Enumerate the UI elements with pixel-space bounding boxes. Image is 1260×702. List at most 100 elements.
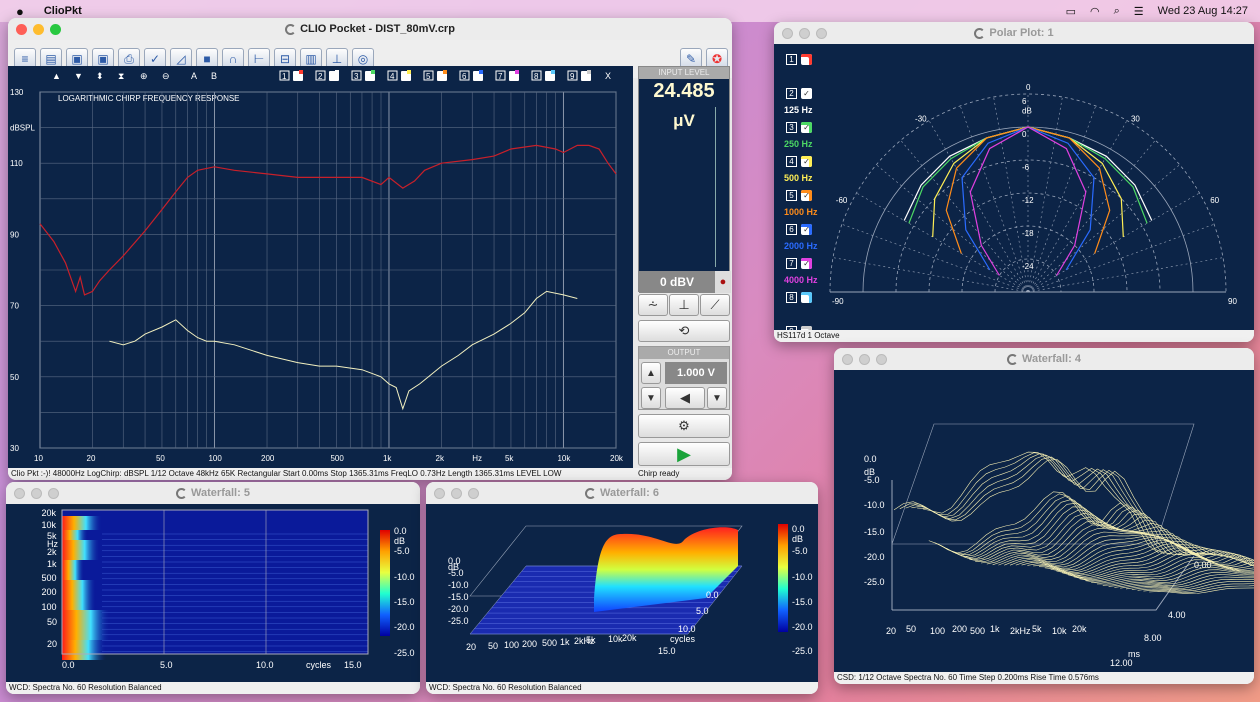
zoom-button[interactable] bbox=[48, 488, 59, 499]
x-tick-1k: 1k bbox=[383, 454, 392, 463]
csd-waterfall-plot[interactable]: 0.0 dB -5.0 -10.0 -15.0 -20.0 -25.0 20 50 100 200 5… bbox=[834, 370, 1254, 672]
frequency-response-plot[interactable]: ▲ ▼ ⬍ ⧗ ⊕ ⊖ A B 1 2 3 4 5 6 7 8 9 X LOGARITHMIC CHIRP FREQ… bbox=[8, 66, 633, 468]
close-button[interactable] bbox=[782, 28, 793, 39]
channel-4-color bbox=[407, 70, 411, 74]
zoom-button[interactable] bbox=[816, 28, 827, 39]
dbv-display[interactable]: 0 dBV bbox=[639, 271, 715, 293]
wf5-y-tick-1: 10k bbox=[42, 520, 57, 530]
minimize-button[interactable] bbox=[451, 488, 462, 499]
spectrum-icon[interactable]: ▥ bbox=[300, 48, 322, 70]
search-icon[interactable]: ⌕ bbox=[1113, 4, 1120, 17]
series-checkbox[interactable]: ✓ bbox=[801, 122, 812, 133]
polar-plot[interactable]: -90 -60 -30 0 30 60 90 6 dB 0 -6 -12 -18 -24 1 2 ✓ 125 H… bbox=[774, 44, 1254, 337]
apple-icon[interactable]: ● bbox=[16, 3, 24, 19]
polar-series-5[interactable]: 5 ✓ bbox=[786, 190, 812, 201]
polar-series-3[interactable]: 3 ✓ bbox=[786, 122, 812, 133]
wf4-slice-36 bbox=[1102, 569, 1254, 586]
series-checkbox[interactable]: ✓ bbox=[801, 190, 812, 201]
wcd-map-plot[interactable]: 20k 10k 5k Hz 2k 1k 500 200 100 50 20 0.0 5.0 10.0 cyc… bbox=[6, 504, 420, 682]
wf4-slice-18 bbox=[998, 531, 1229, 566]
wf6-x-tick-20k: 20k bbox=[622, 633, 637, 643]
loop-button[interactable]: ⟲ bbox=[638, 320, 730, 342]
polar-angle--30: -30 bbox=[915, 115, 927, 124]
wf5-y-tick-6: 500 bbox=[42, 573, 57, 583]
wifi-icon[interactable]: ◠ bbox=[1090, 5, 1100, 18]
polar-angle--90: -90 bbox=[832, 297, 844, 306]
wf4-floor bbox=[892, 555, 1195, 611]
series-checkbox[interactable] bbox=[801, 54, 812, 65]
wf5-titlebar[interactable]: Waterfall: 5 bbox=[6, 482, 420, 504]
polar-series-2[interactable]: 2 ✓ bbox=[786, 88, 812, 99]
record-indicator[interactable]: ● bbox=[715, 271, 731, 293]
y-tick-130: 130 bbox=[10, 88, 24, 97]
series-number: 8 bbox=[786, 292, 797, 303]
channel-7-box bbox=[495, 70, 506, 81]
wf5-x-tick-1: 5.0 bbox=[160, 660, 173, 670]
wf4-slice-31 bbox=[1073, 556, 1254, 581]
wf4-slice-29 bbox=[1062, 551, 1254, 578]
wf4-slice-35 bbox=[1097, 566, 1254, 585]
wf4-z-tick-3: ms bbox=[1128, 649, 1140, 659]
plot-tool-2-icon: ⬍ bbox=[96, 71, 104, 81]
control-center-icon[interactable]: ☰ bbox=[1133, 5, 1144, 18]
settings-button[interactable]: ⚙ bbox=[638, 414, 730, 438]
close-button[interactable] bbox=[434, 488, 445, 499]
clock[interactable]: Wed 23 Aug 14:27 bbox=[1157, 5, 1248, 17]
series-checkbox[interactable] bbox=[801, 292, 812, 303]
series-checkbox[interactable]: ✓ bbox=[801, 88, 812, 99]
y-unit-label: dBSPL bbox=[10, 124, 35, 133]
app-menu-name[interactable]: ClioPkt bbox=[43, 5, 82, 17]
polar-series-1[interactable]: 1 bbox=[786, 54, 812, 65]
polar-series-7[interactable]: 7 ✓ bbox=[786, 258, 812, 269]
series-checkbox[interactable]: ✓ bbox=[801, 258, 812, 269]
series-checkbox[interactable]: ✓ bbox=[801, 224, 812, 235]
polar-titlebar[interactable]: Polar Plot: 1 bbox=[774, 22, 1254, 44]
impulse-button[interactable]: ⊥ bbox=[669, 294, 699, 316]
zoom-button[interactable] bbox=[876, 354, 887, 365]
play-button[interactable]: ▶ bbox=[638, 442, 730, 466]
wf6-scale-3: -10.0 bbox=[792, 572, 813, 582]
output-menu-button[interactable]: ▼ bbox=[707, 387, 727, 409]
polar-series-4[interactable]: 4 ✓ bbox=[786, 156, 812, 167]
minimize-button[interactable] bbox=[859, 354, 870, 365]
wf6-y-tick-3: -10.0 bbox=[448, 580, 469, 590]
close-button[interactable] bbox=[14, 488, 25, 499]
main-status-bar: Clio Pkt :-)! 48000Hz LogChirp: dBSPL 1/… bbox=[8, 468, 732, 480]
channel-1-number: 1 bbox=[282, 72, 287, 81]
display-icon[interactable]: ▭ bbox=[1065, 5, 1077, 18]
zoom-button[interactable] bbox=[468, 488, 479, 499]
polar-series-6[interactable]: 6 ✓ bbox=[786, 224, 812, 235]
wcd-3d-plot[interactable]: 0.0 dB -5.0 -10.0 -15.0 -20.0 -25.0 20 50 100 200 5… bbox=[426, 504, 818, 682]
output-up-button[interactable]: ▲ bbox=[641, 362, 661, 384]
wf4-x-tick-500: 500 bbox=[970, 626, 985, 636]
meter-button[interactable]: ⟋ bbox=[700, 294, 730, 316]
wf4-titlebar[interactable]: Waterfall: 4 bbox=[834, 348, 1254, 370]
save-as-icon[interactable]: ▣ bbox=[92, 48, 114, 70]
polar-series-8[interactable]: 8 bbox=[786, 292, 812, 303]
wf6-x-tick-20: 20 bbox=[466, 642, 476, 652]
series-checkbox[interactable]: ✓ bbox=[801, 156, 812, 167]
close-button[interactable] bbox=[842, 354, 853, 365]
minimize-button[interactable] bbox=[33, 24, 44, 35]
polar-spoke--40 bbox=[900, 140, 1029, 293]
wf6-titlebar[interactable]: Waterfall: 6 bbox=[426, 482, 818, 504]
minimize-button[interactable] bbox=[31, 488, 42, 499]
zoom-button[interactable] bbox=[50, 24, 61, 35]
help-icon[interactable]: ✪ bbox=[706, 48, 728, 70]
wf4-slice-30 bbox=[1067, 554, 1254, 580]
clio-icon bbox=[1007, 353, 1019, 365]
speaker-button[interactable]: ◀ bbox=[665, 387, 705, 409]
minimize-button[interactable] bbox=[799, 28, 810, 39]
fft-button[interactable]: ⩪ bbox=[638, 294, 668, 316]
wf6-x-tick-1k: 1k bbox=[560, 637, 570, 647]
waterfall-5-window: Waterfall: 5 20k 10k 5k Hz 2k 1k 500 200 100 50 20… bbox=[6, 482, 420, 694]
main-titlebar[interactable]: CLIO Pocket - DIST_80mV.crp bbox=[8, 18, 732, 40]
y-tick-30: 30 bbox=[10, 444, 19, 453]
wf4-z-tick-4: 12.00 bbox=[1110, 658, 1133, 668]
series-number: 3 bbox=[786, 122, 797, 133]
wf5-x-tick-4: 15.0 bbox=[344, 660, 362, 670]
output-down-button[interactable]: ▼ bbox=[641, 387, 661, 409]
channel-4-number: 4 bbox=[390, 72, 395, 81]
close-button[interactable] bbox=[16, 24, 27, 35]
main-status-text: Clio Pkt :-)! 48000Hz LogChirp: dBSPL 1/… bbox=[11, 469, 562, 478]
